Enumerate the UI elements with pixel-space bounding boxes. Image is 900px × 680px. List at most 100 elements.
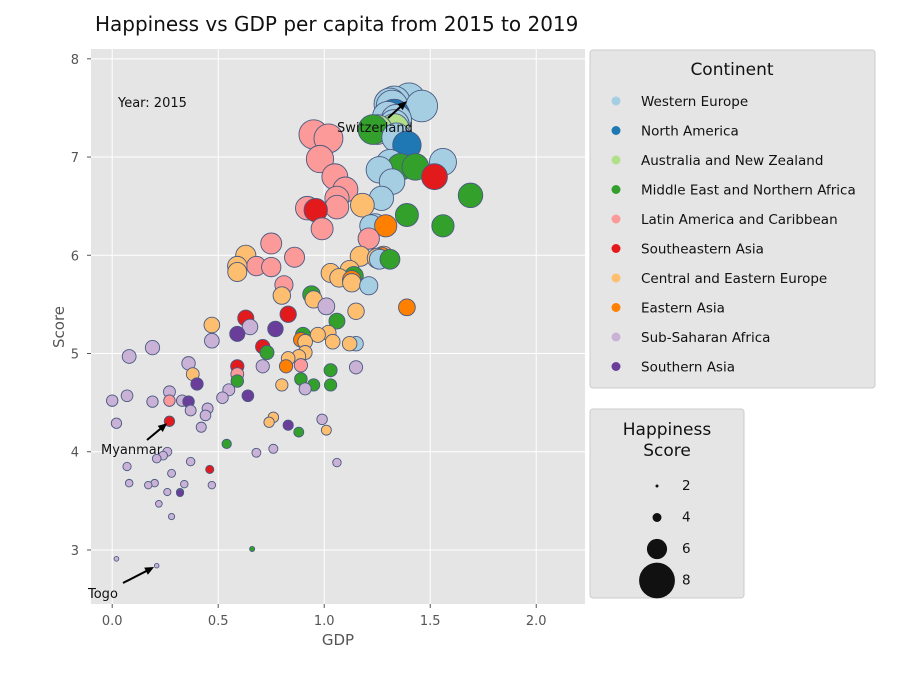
data-point [348,360,364,375]
legend-swatch [611,362,621,371]
data-point [163,394,176,407]
data-point [195,421,207,433]
data-point [293,358,309,373]
annotation-arrowhead [397,101,407,111]
data-point [320,424,332,436]
legend-label: Australia and New Zealand [641,153,823,169]
data-point [324,333,341,350]
x-tick-label: 0.0 [102,614,123,629]
data-point [163,415,176,427]
data-point [204,332,220,349]
data-point [216,391,229,404]
annotation-arrowhead [144,567,155,575]
legend-label: Western Europe [641,94,748,110]
size-legend-label: 2 [682,478,691,494]
legend-label: Southeastern Asia [641,242,764,258]
legend-label: Sub-Saharan Africa [641,330,770,346]
y-tick-label: 6 [71,249,79,264]
data-point [249,546,256,552]
data-point [332,457,342,468]
data-point [316,413,328,426]
size-legend-label: 8 [682,573,691,589]
legend-label: Middle East and Northern Africa [641,183,856,199]
data-point [293,426,305,438]
legend-swatch [611,214,621,224]
data-point [241,389,255,403]
data-point [342,273,362,293]
data-point [350,192,375,218]
data-point [121,349,137,364]
data-point [151,453,162,464]
y-tick-label: 5 [71,348,79,363]
legend-swatch [611,332,621,342]
legend-label: Central and Eastern Europe [641,271,827,287]
size-legend-title: Happiness Score [623,420,712,461]
data-point [251,447,262,458]
legend-swatch [611,96,621,106]
scatter-points [106,82,484,569]
data-point [431,214,455,238]
data-point [268,443,279,454]
data-point [357,227,380,250]
data-point [163,487,172,497]
data-point [457,182,484,209]
size-legend-box [589,408,745,599]
data-point [394,203,419,227]
data-point [241,318,259,336]
data-point [328,312,346,330]
data-point [110,417,123,429]
legend-swatch [611,244,621,253]
data-point [167,468,177,478]
legend-swatch [611,303,621,312]
data-point [309,326,326,343]
data-point [255,359,270,374]
x-tick-label: 2.0 [526,614,547,629]
data-point [120,389,134,403]
annotation-arrowhead [157,423,168,433]
y-tick-label: 4 [71,446,79,461]
legend-label: North America [641,124,739,140]
y-axis-label: Score [50,306,68,348]
data-point [323,378,338,392]
data-point [185,456,196,467]
data-point [305,144,335,174]
x-tick-label: 1.5 [420,614,441,629]
data-point [317,297,336,316]
annotation-label: Myanmar [101,443,163,458]
data-point [113,555,120,562]
data-point [155,499,163,508]
data-point [278,359,294,374]
data-point [144,340,161,356]
legend-swatch [611,155,621,165]
data-point [259,345,275,361]
size-legend-marker [646,538,668,560]
data-point [190,377,204,391]
data-point [122,461,132,472]
data-point [398,298,416,317]
data-point [229,325,246,342]
data-point [207,480,217,490]
data-point [221,438,232,449]
data-point [176,488,185,498]
legend-label: Eastern Asia [641,301,725,317]
x-tick-label: 0.5 [208,614,229,629]
data-point [284,246,305,268]
continent-legend-box [589,49,876,389]
data-point [180,479,189,489]
data-point [260,232,283,255]
size-legend-title-line: Score [643,441,691,461]
axis-ticks: 0.0 0.5 1.0 1.5 2.0 3 4 5 6 7 8 [71,53,547,629]
data-point [199,409,212,422]
annotation-label: Togo [87,587,118,602]
data-point [124,478,134,488]
annotations: Switzerland Myanmar Togo [87,101,413,602]
year-label: Year: 2015 [117,96,187,111]
size-legend-title-line: Happiness [623,420,712,440]
size-legend-label: 4 [682,510,691,526]
legend-label: Southern Asia [641,360,735,376]
data-point [203,316,221,334]
legend-swatch [611,185,621,194]
data-point [279,305,297,323]
data-point [267,320,284,338]
